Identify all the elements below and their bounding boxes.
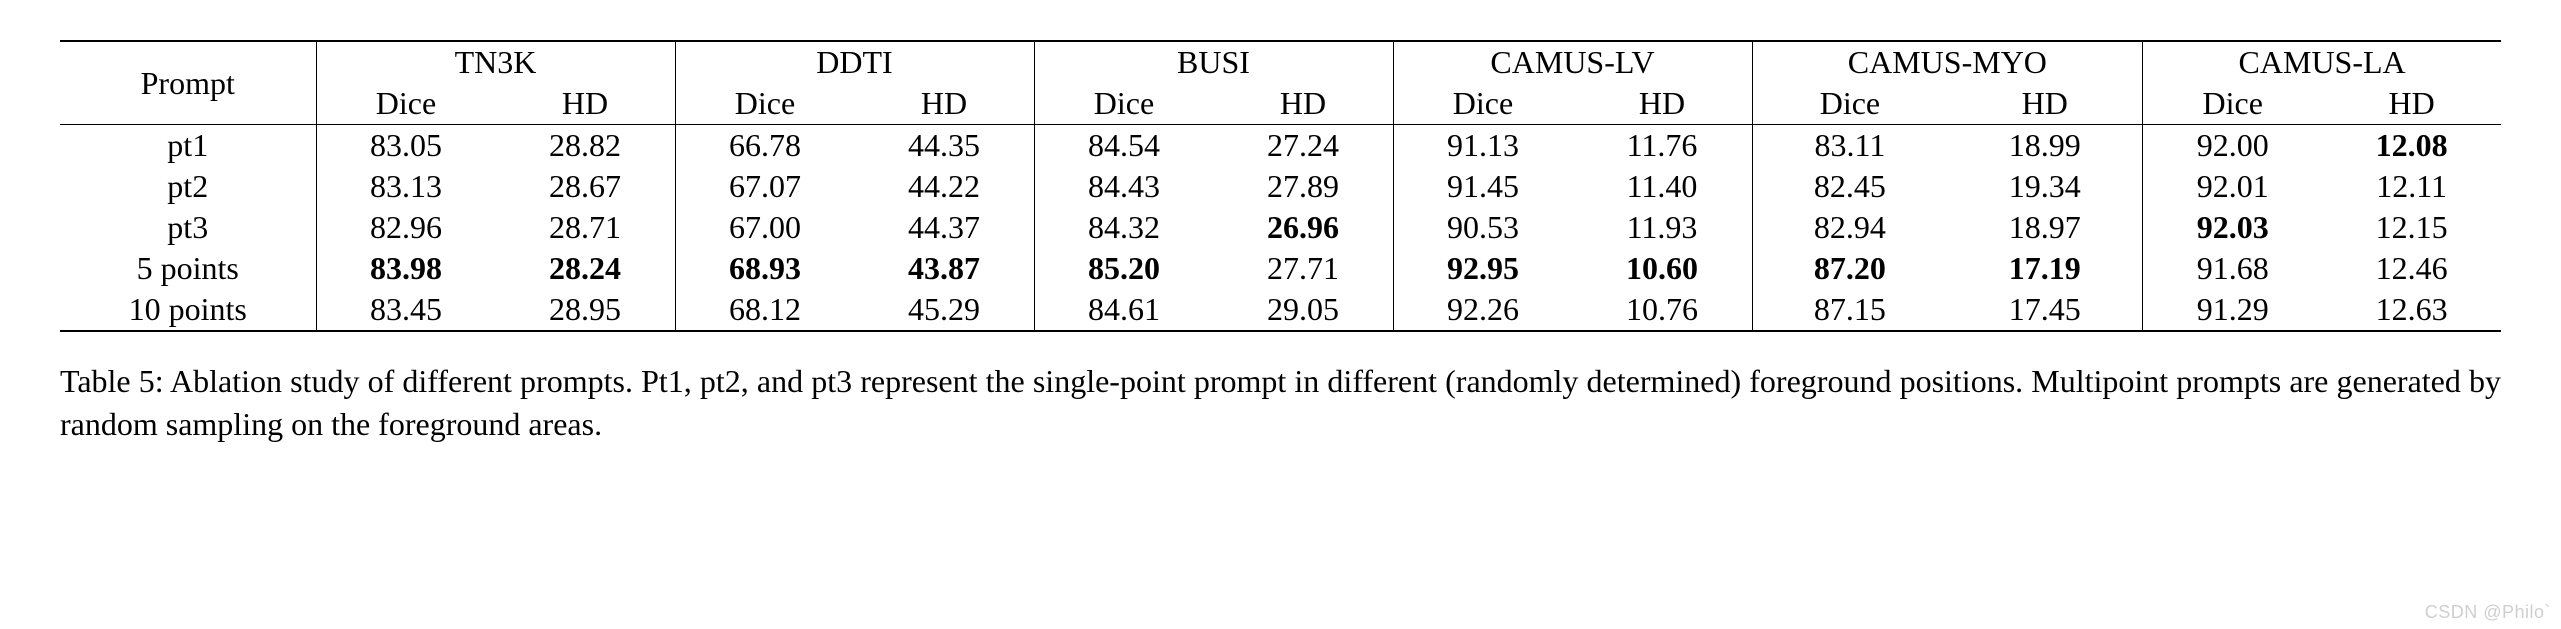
metric-header: Dice (1034, 83, 1214, 125)
metric-header: Dice (316, 83, 496, 125)
table-cell: 27.89 (1214, 166, 1394, 207)
table-cell: 43.87 (855, 248, 1035, 289)
table-row: pt283.1328.6767.0744.2284.4327.8991.4511… (60, 166, 2501, 207)
table-cell: 82.94 (1752, 207, 1947, 248)
metric-header: Dice (675, 83, 855, 125)
table-cell: 83.45 (316, 289, 496, 331)
table-cell: 90.53 (1393, 207, 1573, 248)
table-cell: 83.98 (316, 248, 496, 289)
metric-header: HD (1947, 83, 2142, 125)
table-cell: 28.71 (496, 207, 676, 248)
table-cell: 17.19 (1947, 248, 2142, 289)
metric-header: HD (855, 83, 1035, 125)
table-cell: 11.93 (1573, 207, 1753, 248)
table-cell: 18.99 (1947, 125, 2142, 167)
table-cell: 66.78 (675, 125, 855, 167)
table-cell: 67.00 (675, 207, 855, 248)
table-cell: 87.15 (1752, 289, 1947, 331)
table-row: 5 points83.9828.2468.9343.8785.2027.7192… (60, 248, 2501, 289)
table-cell: 92.03 (2143, 207, 2323, 248)
table-cell: 85.20 (1034, 248, 1214, 289)
table-row: pt183.0528.8266.7844.3584.5427.2491.1311… (60, 125, 2501, 167)
table-cell: 12.46 (2322, 248, 2501, 289)
row-label: pt1 (60, 125, 316, 167)
metric-header: Dice (2143, 83, 2323, 125)
dataset-header-1: DDTI (675, 41, 1034, 83)
header-row-metrics: Dice HD Dice HD Dice HD Dice HD Dice HD … (60, 83, 2501, 125)
table-cell: 83.05 (316, 125, 496, 167)
table-cell: 29.05 (1214, 289, 1394, 331)
table-cell: 27.71 (1214, 248, 1394, 289)
table-cell: 87.20 (1752, 248, 1947, 289)
table-header: Prompt TN3K DDTI BUSI CAMUS-LV CAMUS-MYO… (60, 41, 2501, 125)
table-cell: 19.34 (1947, 166, 2142, 207)
table-cell: 18.97 (1947, 207, 2142, 248)
metric-header: HD (496, 83, 676, 125)
table-cell: 67.07 (675, 166, 855, 207)
metric-header: HD (1573, 83, 1753, 125)
row-label: pt3 (60, 207, 316, 248)
table-row: 10 points83.4528.9568.1245.2984.6129.059… (60, 289, 2501, 331)
dataset-header-0: TN3K (316, 41, 675, 83)
table-cell: 26.96 (1214, 207, 1394, 248)
table-cell: 44.37 (855, 207, 1035, 248)
table-cell: 12.08 (2322, 125, 2501, 167)
table-cell: 84.32 (1034, 207, 1214, 248)
table-cell: 28.24 (496, 248, 676, 289)
table-cell: 10.76 (1573, 289, 1753, 331)
table-cell: 28.82 (496, 125, 676, 167)
dataset-header-4: CAMUS-MYO (1752, 41, 2143, 83)
table-cell: 83.13 (316, 166, 496, 207)
watermark-text: CSDN @Philo` (2425, 602, 2551, 623)
table-cell: 27.24 (1214, 125, 1394, 167)
table-cell: 28.67 (496, 166, 676, 207)
table-cell: 92.95 (1393, 248, 1573, 289)
table-cell: 92.00 (2143, 125, 2323, 167)
table-body: pt183.0528.8266.7844.3584.5427.2491.1311… (60, 125, 2501, 332)
dataset-header-3: CAMUS-LV (1393, 41, 1752, 83)
table-cell: 84.43 (1034, 166, 1214, 207)
table-cell: 68.93 (675, 248, 855, 289)
row-label: pt2 (60, 166, 316, 207)
table-cell: 83.11 (1752, 125, 1947, 167)
metric-header: Dice (1752, 83, 1947, 125)
table-cell: 28.95 (496, 289, 676, 331)
table-cell: 84.61 (1034, 289, 1214, 331)
table-cell: 17.45 (1947, 289, 2142, 331)
prompt-column-header: Prompt (60, 41, 316, 125)
table-cell: 91.13 (1393, 125, 1573, 167)
table-cell: 44.35 (855, 125, 1035, 167)
table-cell: 45.29 (855, 289, 1035, 331)
table-cell: 68.12 (675, 289, 855, 331)
metric-header: HD (1214, 83, 1394, 125)
table-caption: Table 5: Ablation study of different pro… (60, 360, 2501, 446)
table-cell: 10.60 (1573, 248, 1753, 289)
table-cell: 92.01 (2143, 166, 2323, 207)
table-cell: 44.22 (855, 166, 1035, 207)
table-cell: 91.29 (2143, 289, 2323, 331)
table-cell: 12.63 (2322, 289, 2501, 331)
metric-header: HD (2322, 83, 2501, 125)
table-cell: 84.54 (1034, 125, 1214, 167)
table-cell: 91.45 (1393, 166, 1573, 207)
metric-header: Dice (1393, 83, 1573, 125)
dataset-header-2: BUSI (1034, 41, 1393, 83)
ablation-table: Prompt TN3K DDTI BUSI CAMUS-LV CAMUS-MYO… (60, 40, 2501, 332)
row-label: 5 points (60, 248, 316, 289)
dataset-header-5: CAMUS-LA (2143, 41, 2501, 83)
ablation-table-container: Prompt TN3K DDTI BUSI CAMUS-LV CAMUS-MYO… (60, 40, 2501, 332)
table-row: pt382.9628.7167.0044.3784.3226.9690.5311… (60, 207, 2501, 248)
table-cell: 11.40 (1573, 166, 1753, 207)
row-label: 10 points (60, 289, 316, 331)
table-cell: 12.15 (2322, 207, 2501, 248)
table-cell: 12.11 (2322, 166, 2501, 207)
table-cell: 91.68 (2143, 248, 2323, 289)
table-cell: 82.45 (1752, 166, 1947, 207)
table-cell: 92.26 (1393, 289, 1573, 331)
table-cell: 82.96 (316, 207, 496, 248)
header-row-datasets: Prompt TN3K DDTI BUSI CAMUS-LV CAMUS-MYO… (60, 41, 2501, 83)
table-cell: 11.76 (1573, 125, 1753, 167)
